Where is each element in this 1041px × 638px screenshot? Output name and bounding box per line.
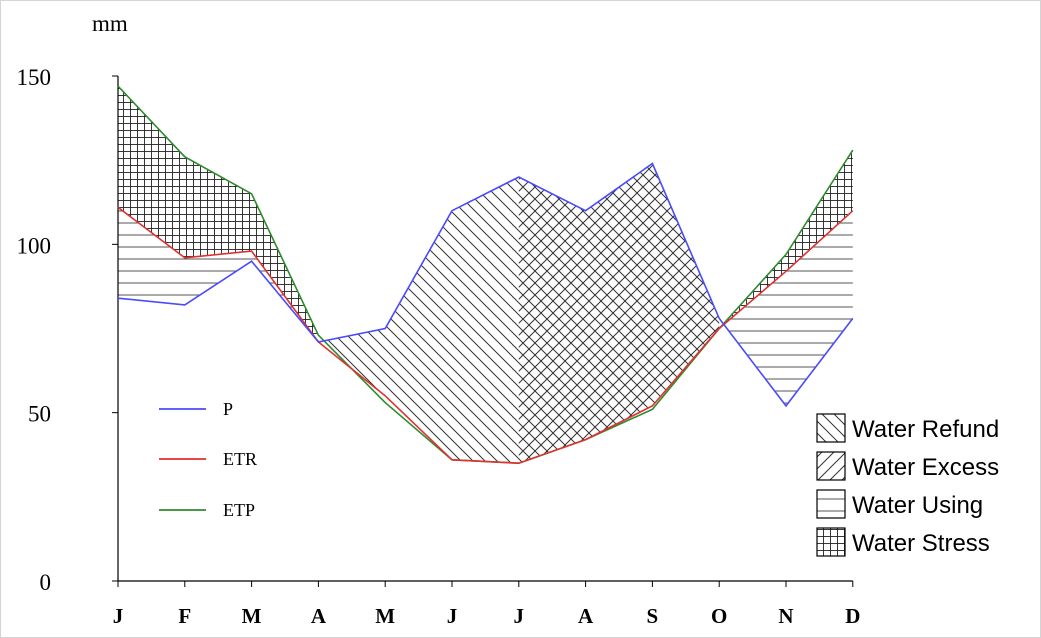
x-tick-label: A bbox=[311, 604, 327, 628]
region-water-excess bbox=[518, 163, 720, 464]
region-legend-swatch-horizontal bbox=[816, 489, 846, 519]
region-legend-swatch-diag-up bbox=[816, 451, 846, 481]
x-tick-label: J bbox=[514, 604, 525, 628]
y-tick-label: 150 bbox=[17, 65, 52, 90]
legend-label-p: P bbox=[223, 399, 233, 419]
legend-label-etp: ETP bbox=[223, 500, 255, 520]
x-tick-label: J bbox=[447, 604, 458, 628]
x-tick-label: M bbox=[375, 604, 395, 628]
y-tick-label: 0 bbox=[40, 570, 52, 595]
shaded-regions bbox=[118, 86, 853, 464]
region-water-stress-winter bbox=[118, 86, 319, 342]
legend-label-etr: ETR bbox=[223, 449, 257, 469]
region-legend-label: Water Using bbox=[852, 492, 983, 519]
x-tick-label: M bbox=[242, 604, 262, 628]
region-legend-label: Water Excess bbox=[852, 454, 999, 481]
region-water-using-autumn bbox=[719, 210, 853, 406]
region-water-using-winter bbox=[118, 207, 319, 342]
region-legend-swatch-grid bbox=[816, 527, 846, 557]
series-lines bbox=[117, 85, 854, 465]
y-tick-label: 50 bbox=[28, 402, 51, 427]
y-axis-unit-label: mm bbox=[92, 11, 128, 36]
x-tick-label: O bbox=[711, 604, 727, 628]
region-legend-swatch-diag-down bbox=[816, 413, 846, 443]
x-tick-label: S bbox=[647, 604, 659, 628]
series-line-p bbox=[117, 162, 854, 408]
x-tick-label: F bbox=[178, 604, 191, 628]
region-legend-label: Water Stress bbox=[852, 530, 990, 557]
x-tick-label: D bbox=[845, 604, 860, 628]
y-tick-label: 100 bbox=[17, 233, 52, 258]
x-tick-label: N bbox=[778, 604, 793, 628]
x-tick-label: J bbox=[113, 604, 124, 628]
series-line-etr bbox=[117, 206, 854, 465]
region-legend: Water Refund Water Excess Water Using Water… bbox=[816, 413, 999, 557]
x-tick-label: A bbox=[578, 604, 594, 628]
axes: 0 50 100 150 mm J F M A M J J A S O N D bbox=[17, 11, 861, 628]
line-legend: P ETR ETP bbox=[159, 399, 257, 520]
region-legend-label: Water Refund bbox=[852, 416, 999, 443]
